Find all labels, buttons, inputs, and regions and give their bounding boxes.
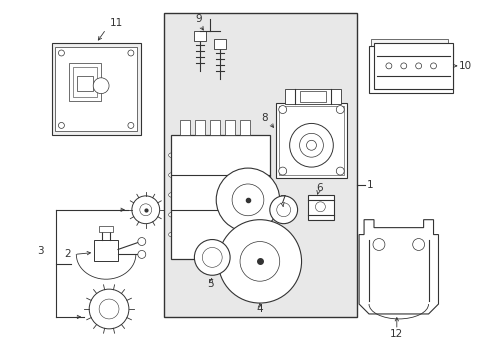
- Circle shape: [89, 289, 129, 329]
- Circle shape: [336, 167, 344, 175]
- Circle shape: [269, 196, 297, 224]
- Circle shape: [240, 242, 279, 281]
- Circle shape: [59, 122, 64, 129]
- Text: 8: 8: [261, 113, 267, 123]
- FancyBboxPatch shape: [240, 121, 249, 135]
- Circle shape: [289, 123, 333, 167]
- FancyBboxPatch shape: [284, 89, 341, 104]
- Circle shape: [138, 238, 145, 246]
- FancyBboxPatch shape: [55, 47, 137, 131]
- Circle shape: [299, 133, 323, 157]
- Text: 1: 1: [366, 180, 373, 190]
- Circle shape: [216, 168, 279, 231]
- Circle shape: [412, 239, 424, 251]
- Ellipse shape: [168, 192, 176, 197]
- Circle shape: [336, 105, 344, 113]
- Circle shape: [400, 63, 406, 69]
- FancyBboxPatch shape: [170, 135, 269, 260]
- Circle shape: [128, 122, 134, 129]
- FancyBboxPatch shape: [77, 76, 93, 91]
- Circle shape: [306, 140, 316, 150]
- Circle shape: [138, 251, 145, 258]
- FancyBboxPatch shape: [307, 195, 334, 220]
- Circle shape: [278, 105, 286, 113]
- Text: 10: 10: [457, 61, 470, 71]
- FancyBboxPatch shape: [373, 43, 452, 89]
- Text: 7: 7: [279, 195, 285, 205]
- Circle shape: [385, 63, 391, 69]
- Ellipse shape: [168, 153, 176, 158]
- Ellipse shape: [168, 172, 176, 177]
- Circle shape: [128, 50, 134, 56]
- Circle shape: [93, 78, 109, 94]
- FancyBboxPatch shape: [370, 39, 447, 89]
- Text: 9: 9: [195, 14, 201, 24]
- Text: 6: 6: [315, 183, 322, 193]
- Ellipse shape: [168, 232, 176, 237]
- Text: 5: 5: [206, 279, 213, 289]
- Circle shape: [232, 184, 264, 216]
- FancyBboxPatch shape: [224, 121, 235, 135]
- FancyBboxPatch shape: [69, 63, 101, 100]
- Text: 2: 2: [64, 249, 71, 260]
- Circle shape: [202, 247, 222, 267]
- Circle shape: [194, 239, 230, 275]
- Text: 12: 12: [389, 329, 403, 339]
- Text: 4: 4: [256, 304, 263, 314]
- Circle shape: [276, 203, 290, 217]
- Polygon shape: [358, 220, 438, 314]
- FancyBboxPatch shape: [94, 239, 118, 261]
- Circle shape: [140, 204, 151, 216]
- Circle shape: [429, 63, 436, 69]
- Circle shape: [315, 202, 325, 212]
- Circle shape: [415, 63, 421, 69]
- FancyBboxPatch shape: [195, 121, 205, 135]
- Circle shape: [132, 196, 160, 224]
- FancyBboxPatch shape: [180, 121, 190, 135]
- Circle shape: [278, 167, 286, 175]
- FancyBboxPatch shape: [51, 43, 141, 135]
- Circle shape: [59, 50, 64, 56]
- Circle shape: [372, 239, 384, 251]
- FancyBboxPatch shape: [275, 103, 346, 178]
- FancyBboxPatch shape: [299, 91, 325, 102]
- FancyBboxPatch shape: [163, 13, 356, 317]
- FancyBboxPatch shape: [99, 226, 113, 231]
- Text: 11: 11: [109, 18, 122, 28]
- FancyBboxPatch shape: [214, 39, 225, 49]
- Circle shape: [218, 220, 301, 303]
- FancyBboxPatch shape: [194, 31, 206, 41]
- Text: 3: 3: [37, 247, 43, 256]
- FancyBboxPatch shape: [368, 46, 452, 93]
- Circle shape: [99, 299, 119, 319]
- FancyBboxPatch shape: [210, 121, 220, 135]
- Ellipse shape: [168, 212, 176, 217]
